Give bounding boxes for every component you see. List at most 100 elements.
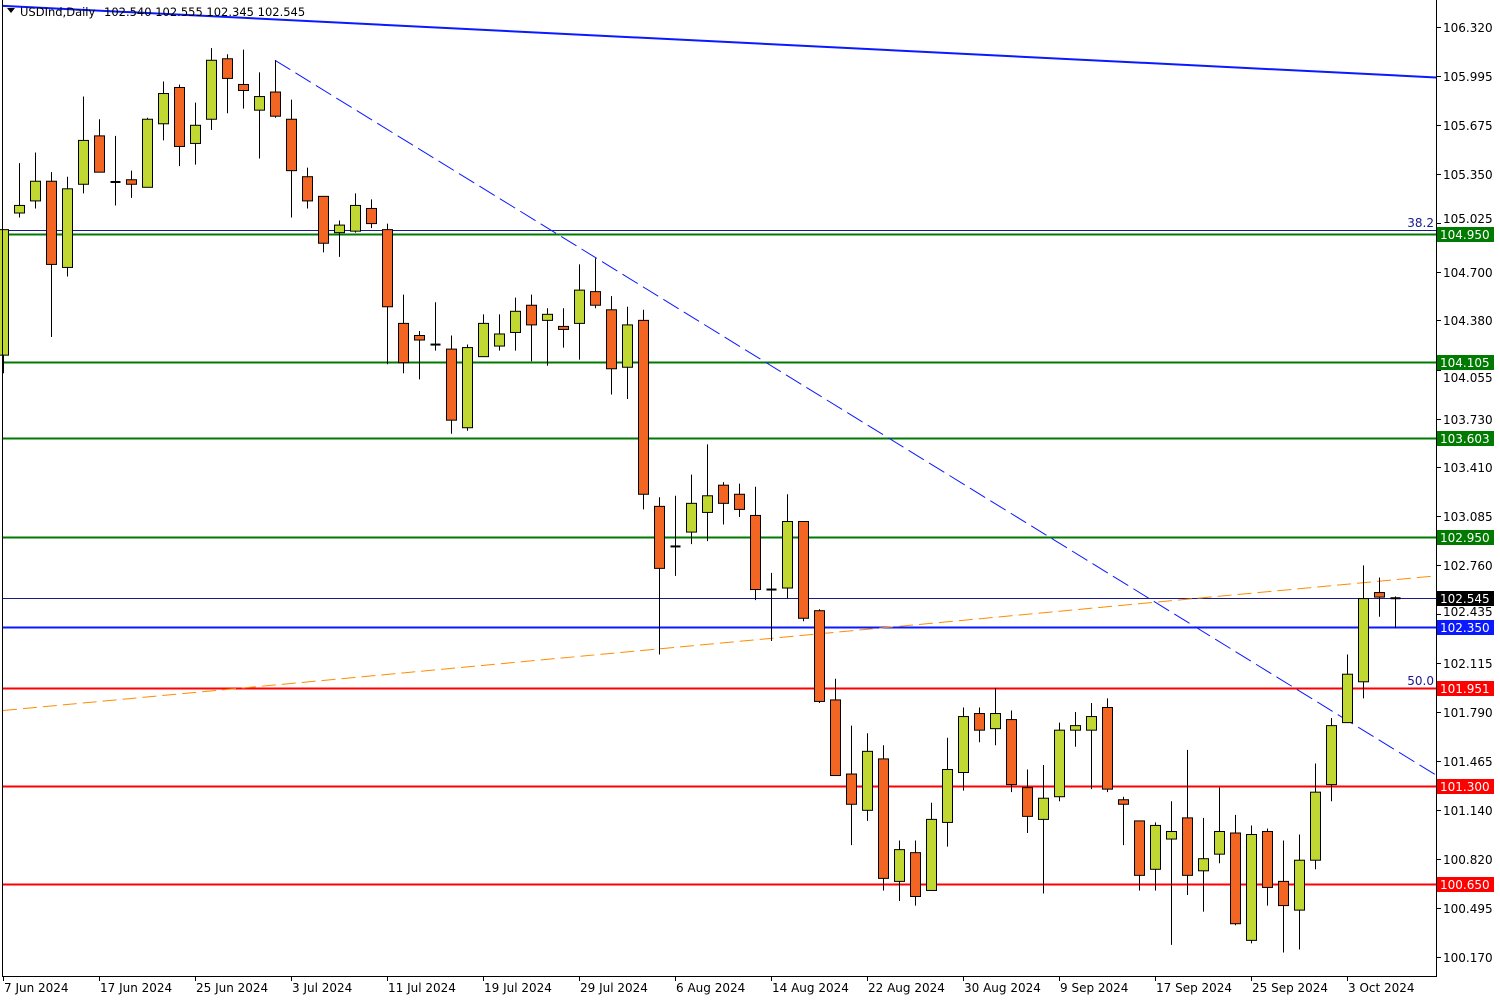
candle <box>446 335 457 434</box>
level-price-label: 100.650 <box>1440 878 1490 892</box>
candle <box>574 264 585 360</box>
candle-body-bear <box>1134 820 1145 876</box>
candle-body-bear <box>1230 832 1241 925</box>
candle <box>526 294 537 362</box>
candle <box>318 195 329 253</box>
price-tick-label: 101.790 <box>1443 706 1493 720</box>
candle <box>430 302 441 351</box>
level-price-label: 104.950 <box>1440 228 1490 242</box>
date-tick-label: 29 Jul 2024 <box>580 981 648 995</box>
candle <box>638 309 649 510</box>
candle <box>190 102 201 165</box>
level-price-labels: 104.950 104.105 103.603 102.950 102.545 102.3… <box>1437 227 1494 892</box>
fibonacci-level-label: 38.2 <box>1407 216 1434 230</box>
level-price-label: 102.545 <box>1440 592 1490 606</box>
candle-body-bear <box>814 610 825 702</box>
candle-body-bull <box>942 768 953 823</box>
candle <box>510 297 521 351</box>
candle-body-bear <box>1102 706 1113 790</box>
candle-body-bull <box>1198 858 1209 872</box>
candle <box>926 802 937 891</box>
candle-body-bear <box>846 773 857 805</box>
price-axis: 106.320 105.995 105.675 105.350 105.025 104.7… <box>1437 21 1493 965</box>
candle <box>414 330 425 380</box>
candle <box>302 167 313 209</box>
level-price-label: 104.105 <box>1440 356 1490 370</box>
date-tick-label: 25 Jun 2024 <box>196 981 268 995</box>
candle <box>1358 565 1369 699</box>
candle <box>1150 822 1161 891</box>
candle <box>1262 828 1273 906</box>
candle-body-bull <box>62 188 73 268</box>
date-tick-label: 17 Jun 2024 <box>100 981 172 995</box>
candle-body-bull <box>542 313 553 321</box>
candle-body-bull <box>142 118 153 188</box>
candle-body-bull <box>958 716 969 774</box>
candle <box>1118 796 1129 846</box>
candle <box>382 223 393 365</box>
candle-body-bear <box>830 699 841 777</box>
candle <box>1310 763 1321 870</box>
price-tick-label: 104.380 <box>1443 314 1493 328</box>
fibonacci-labels: 38.2 50.0 <box>1407 216 1434 688</box>
candle <box>1070 712 1081 747</box>
candle <box>174 84 185 167</box>
date-tick-label: 19 Jul 2024 <box>484 981 552 995</box>
candle <box>1230 814 1241 926</box>
candle <box>1342 654 1353 724</box>
candle <box>14 163 25 218</box>
candle <box>78 96 89 194</box>
candle <box>718 482 729 525</box>
candle <box>142 117 153 188</box>
candle <box>462 344 473 431</box>
candle-body-bull <box>14 204 25 214</box>
candle <box>30 152 41 209</box>
candle-body-bear <box>1182 817 1193 876</box>
candle-body-bear <box>302 176 313 202</box>
price-tick-label: 103.730 <box>1443 413 1493 427</box>
candle-body-bull <box>478 322 489 358</box>
date-tick-label: 3 Oct 2024 <box>1348 981 1415 995</box>
price-tick-label: 105.350 <box>1443 168 1493 182</box>
candle <box>46 172 57 337</box>
candle-body-bull <box>1054 729 1065 798</box>
candle <box>1054 722 1065 802</box>
candle-body-bear <box>398 322 409 364</box>
candle-body-bear <box>238 83 249 92</box>
symbol-timeframe: USDInd,Daily <box>20 5 96 19</box>
candle <box>750 486 761 601</box>
level-price-label: 102.350 <box>1440 621 1490 635</box>
candle-body-bear <box>222 58 233 79</box>
candle-body-bear <box>526 304 537 326</box>
candle <box>158 81 169 141</box>
candle-body-bull <box>0 229 9 356</box>
candle-body-bull <box>462 347 473 429</box>
candle <box>206 48 217 130</box>
candle <box>254 72 265 159</box>
date-tick-label: 14 Aug 2024 <box>772 981 849 995</box>
candle <box>94 119 105 173</box>
candle-body-bull <box>334 224 345 234</box>
candle-body-bear <box>382 229 393 308</box>
candle-body-bull <box>1070 725 1081 731</box>
candle-body-bull <box>254 96 265 111</box>
candle <box>1390 596 1401 629</box>
triangle-down-icon[interactable] <box>7 8 15 13</box>
level-price-tag <box>1437 431 1494 446</box>
candle <box>958 707 969 791</box>
price-tick-label: 100.170 <box>1443 951 1493 965</box>
candle-body-bear <box>606 309 617 370</box>
candle-body-bear <box>414 334 425 341</box>
level-price-tag <box>1437 877 1494 892</box>
candle-body-bear <box>974 713 985 731</box>
candle <box>126 170 137 198</box>
candle <box>222 54 233 114</box>
candle <box>670 495 681 576</box>
candle <box>1102 698 1113 793</box>
candle <box>270 60 281 118</box>
candle-body-bull <box>190 124 201 144</box>
price-tick-label: 106.320 <box>1443 21 1493 35</box>
candle <box>1198 817 1209 912</box>
